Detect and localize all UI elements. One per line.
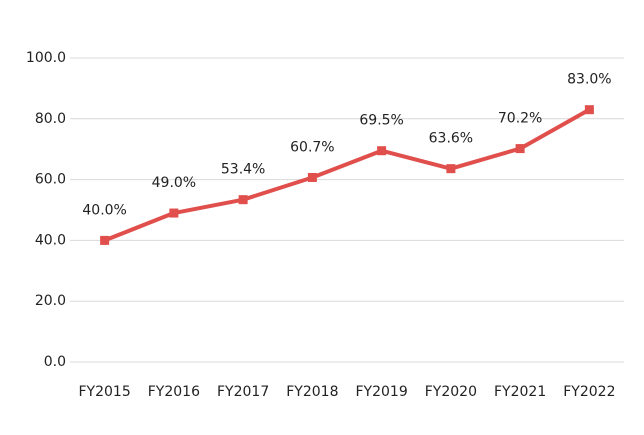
data-label: 53.4% — [221, 162, 265, 178]
data-label: 63.6% — [429, 131, 473, 147]
data-label: 70.2% — [498, 111, 542, 127]
x-tick-label: FY2016 — [148, 384, 200, 400]
y-tick-label: 20.0 — [35, 293, 66, 309]
marker — [169, 208, 179, 218]
data-label: 60.7% — [290, 139, 334, 155]
x-tick-label: FY2022 — [563, 384, 615, 400]
x-tick-label: FY2019 — [356, 384, 408, 400]
x-tick-label: FY2018 — [286, 384, 338, 400]
data-label: 40.0% — [82, 202, 126, 218]
y-tick-label: 80.0 — [35, 111, 66, 127]
marker — [100, 235, 110, 245]
line — [103, 107, 591, 243]
marker — [515, 144, 525, 154]
y-tick-label: 60.0 — [35, 172, 66, 188]
marker — [446, 164, 456, 174]
data-label: 83.0% — [567, 72, 611, 88]
marker — [238, 195, 248, 205]
y-tick-label: 100.0 — [26, 50, 66, 66]
marker — [307, 172, 317, 182]
marker — [584, 105, 594, 115]
y-tick-label: 0.0 — [44, 354, 66, 370]
y-tick-label: 40.0 — [35, 232, 66, 248]
x-tick-label: FY2015 — [79, 384, 131, 400]
data-label: 49.0% — [152, 175, 196, 191]
x-tick-label: FY2020 — [425, 384, 477, 400]
x-tick-label: FY2021 — [494, 384, 546, 400]
x-tick-label: FY2017 — [217, 384, 269, 400]
data-label: 69.5% — [359, 113, 403, 129]
marker — [377, 146, 387, 156]
